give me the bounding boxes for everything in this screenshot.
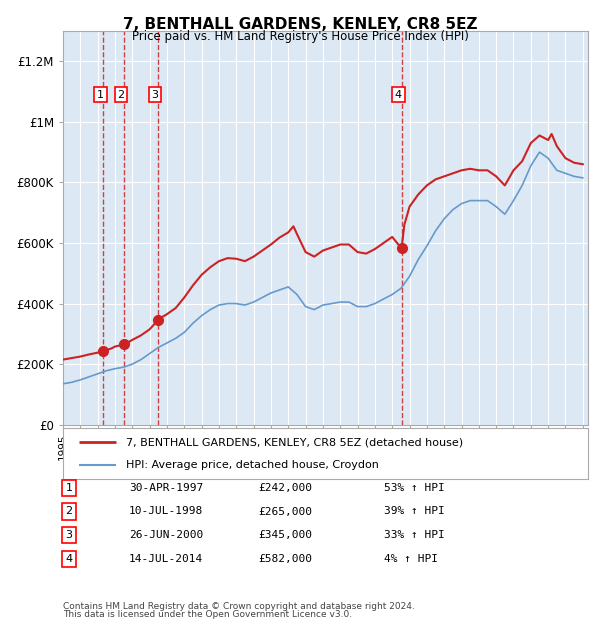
Text: 30-APR-1997: 30-APR-1997	[129, 483, 203, 493]
Text: 3: 3	[65, 530, 73, 540]
Text: 10-JUL-1998: 10-JUL-1998	[129, 507, 203, 516]
Text: 2: 2	[118, 90, 125, 100]
Text: HPI: Average price, detached house, Croydon: HPI: Average price, detached house, Croy…	[126, 460, 379, 470]
Text: 7, BENTHALL GARDENS, KENLEY, CR8 5EZ (detached house): 7, BENTHALL GARDENS, KENLEY, CR8 5EZ (de…	[126, 437, 463, 447]
Text: £345,000: £345,000	[258, 530, 312, 540]
Text: 3: 3	[151, 90, 158, 100]
Text: £582,000: £582,000	[258, 554, 312, 564]
Text: 4: 4	[65, 554, 73, 564]
Text: 4% ↑ HPI: 4% ↑ HPI	[384, 554, 438, 564]
Text: 1: 1	[97, 90, 104, 100]
Text: £242,000: £242,000	[258, 483, 312, 493]
Text: Contains HM Land Registry data © Crown copyright and database right 2024.: Contains HM Land Registry data © Crown c…	[63, 602, 415, 611]
Text: 53% ↑ HPI: 53% ↑ HPI	[384, 483, 445, 493]
Text: This data is licensed under the Open Government Licence v3.0.: This data is licensed under the Open Gov…	[63, 610, 352, 619]
Text: 14-JUL-2014: 14-JUL-2014	[129, 554, 203, 564]
Text: 4: 4	[395, 90, 402, 100]
Text: Price paid vs. HM Land Registry's House Price Index (HPI): Price paid vs. HM Land Registry's House …	[131, 30, 469, 43]
Text: 1: 1	[65, 483, 73, 493]
Text: 2: 2	[65, 507, 73, 516]
Text: 26-JUN-2000: 26-JUN-2000	[129, 530, 203, 540]
Text: £265,000: £265,000	[258, 507, 312, 516]
Text: 33% ↑ HPI: 33% ↑ HPI	[384, 530, 445, 540]
Text: 7, BENTHALL GARDENS, KENLEY, CR8 5EZ: 7, BENTHALL GARDENS, KENLEY, CR8 5EZ	[123, 17, 477, 32]
Text: 39% ↑ HPI: 39% ↑ HPI	[384, 507, 445, 516]
